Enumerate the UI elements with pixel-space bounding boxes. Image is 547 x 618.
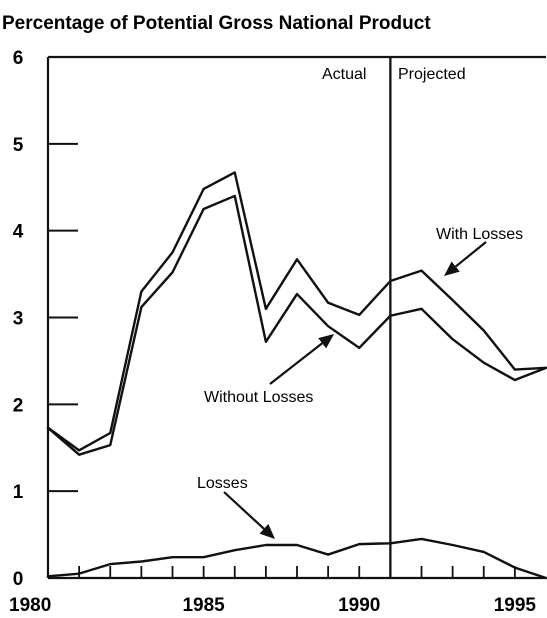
actual-label: Actual — [322, 66, 366, 83]
without-losses-arrow-shaft — [269, 342, 323, 385]
y-tick-label: 5 — [13, 135, 24, 156]
y-tick-label: 2 — [13, 395, 24, 416]
annotation-arrows — [223, 241, 487, 539]
with-losses-line — [46, 171, 547, 452]
y-tick-label: 0 — [13, 569, 24, 590]
x-tick-label: 1980 — [9, 595, 51, 616]
with-losses-label: With Losses — [436, 226, 523, 243]
tick-labels: 0 1 2 3 4 5 6 1980 1985 1990 1995 — [9, 48, 536, 616]
with-losses-arrow-head — [444, 261, 460, 276]
x-tick-label: 1995 — [494, 595, 537, 616]
without-losses-label: Without Losses — [204, 389, 313, 406]
y-tick-label: 1 — [13, 482, 24, 503]
projected-label: Projected — [398, 66, 466, 83]
x-tick-label: 1990 — [338, 595, 380, 616]
losses-arrow-head — [259, 524, 275, 539]
losses-line — [46, 537, 547, 580]
without-losses-arrow — [269, 334, 334, 385]
y-tick-label: 4 — [13, 222, 24, 243]
y-tick-label: 6 — [13, 48, 24, 69]
chart-title: Percentage of Potential Gross National P… — [2, 13, 431, 34]
x-tick-label: 1985 — [182, 595, 225, 616]
with-losses-arrow — [444, 241, 487, 276]
y-tick-label: 3 — [13, 309, 24, 330]
with-losses-arrow-shaft — [454, 241, 487, 268]
losses-arrow — [223, 491, 275, 539]
without-losses-line — [46, 194, 547, 456]
without-losses-arrow-head — [318, 334, 334, 349]
tick-marks — [48, 142, 516, 578]
series-lines — [46, 171, 547, 580]
losses-arrow-shaft — [223, 491, 265, 530]
losses-label: Losses — [197, 475, 248, 492]
